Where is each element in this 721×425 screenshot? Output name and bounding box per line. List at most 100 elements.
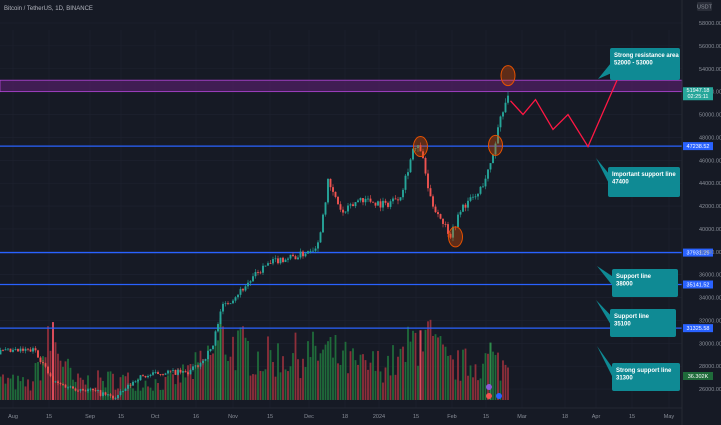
candle-body [317, 242, 319, 249]
currency-badge[interactable] [697, 2, 712, 11]
volume-bar [489, 342, 492, 400]
volume-bar [392, 345, 394, 400]
candle-body [139, 375, 142, 381]
volume-bar [187, 365, 189, 400]
callout-text: Strong support line [616, 368, 672, 374]
callout-pointer [596, 300, 614, 330]
volume-bar [487, 353, 489, 400]
candle-body [409, 159, 412, 173]
volume-bar [439, 336, 442, 400]
event-icon [486, 384, 492, 390]
volume-bar [37, 361, 39, 400]
volume-bar [422, 351, 424, 400]
candle-body [187, 372, 189, 375]
candle-body [462, 204, 464, 212]
candle-body [352, 204, 354, 207]
volume-bar [297, 359, 299, 400]
volume-bar [362, 354, 364, 400]
volume-bar [294, 332, 297, 400]
level-price-label: 37931.29 [687, 251, 710, 257]
time-tick-label: 15 [118, 414, 124, 420]
candle-body [387, 202, 389, 207]
candle-body [4, 349, 7, 351]
candle-body [309, 250, 312, 252]
volume-bar [437, 337, 439, 400]
candle-body [449, 233, 452, 238]
candle-body [109, 394, 112, 396]
candle-body [399, 197, 402, 201]
circle-marker [413, 136, 428, 158]
candle-body [34, 348, 37, 351]
price-tick-label: 50000.00 [699, 113, 721, 119]
candle-body [342, 209, 344, 213]
candle-body [284, 259, 287, 263]
circle-markers [413, 65, 516, 248]
candle-body [29, 349, 32, 352]
candle-body [144, 375, 147, 378]
candle-body [469, 197, 472, 201]
volume-tag [683, 372, 713, 380]
volume-bar [319, 353, 322, 400]
candle-body [442, 218, 444, 224]
volume-bar [134, 390, 137, 400]
volume-bar [192, 378, 194, 400]
candle-body [62, 383, 64, 385]
volume-bar [197, 362, 199, 400]
time-axis[interactable]: Aug 15 Sep 15 Oct 16 Nov 15 Dec 18 2024 15 Feb 15 Mar 1… [0, 407, 682, 420]
candle-body [199, 363, 202, 367]
volume-bar [452, 359, 454, 400]
candle-body [402, 189, 404, 198]
volume-bar [377, 350, 379, 400]
symbol-title: Bitcoin / TetherUS, 1D, BINANCE [4, 6, 93, 12]
candle-body [382, 200, 384, 208]
volume-bar [217, 340, 219, 400]
volume-bar [292, 353, 294, 400]
candle-body [504, 102, 507, 113]
candle-body [489, 163, 492, 170]
volume-bar [182, 364, 184, 400]
candle-body [332, 187, 334, 192]
volume-bar [379, 371, 382, 400]
candle-body [182, 371, 184, 373]
time-tick-label: Feb [447, 414, 456, 420]
candle-body [127, 384, 129, 389]
candle-body [24, 348, 27, 351]
candle-body [292, 254, 294, 257]
volume-bar [267, 336, 269, 400]
price-tick-label: 44000.00 [699, 181, 721, 187]
candle-body [7, 348, 9, 350]
candle-body [69, 386, 72, 388]
volume-bar [479, 378, 482, 400]
price-axis[interactable]: 58000.0056000.0054000.0052000.0050000.00… [681, 0, 721, 425]
volume-bar [139, 390, 142, 400]
candle-body [89, 388, 92, 390]
volume-bar [252, 374, 254, 400]
candle-body [252, 276, 254, 282]
volume-bar [4, 383, 7, 400]
last-price-tag [683, 87, 713, 101]
level-price-tag [683, 142, 713, 151]
candle-body [102, 392, 104, 396]
volume-bar [287, 371, 289, 400]
candle-body [272, 259, 274, 264]
volume-bar [322, 349, 324, 400]
volume-bar [277, 343, 279, 400]
candle-body [52, 376, 54, 383]
candle-body [427, 173, 429, 189]
candle-body [407, 172, 409, 176]
candle-body [222, 303, 224, 312]
volume-bar [477, 380, 479, 400]
resistance-band [0, 79, 683, 93]
volume-bar [427, 321, 429, 400]
volume-bar [2, 374, 4, 400]
volume-bars [0, 318, 509, 400]
volume-bar [12, 374, 14, 400]
volume-bar [69, 367, 72, 400]
volume-bar [242, 326, 244, 400]
candle-body [44, 363, 47, 367]
volume-bar [67, 358, 69, 400]
candle-body [477, 193, 479, 197]
volume-bar [389, 375, 392, 400]
volume-bar [209, 354, 212, 400]
